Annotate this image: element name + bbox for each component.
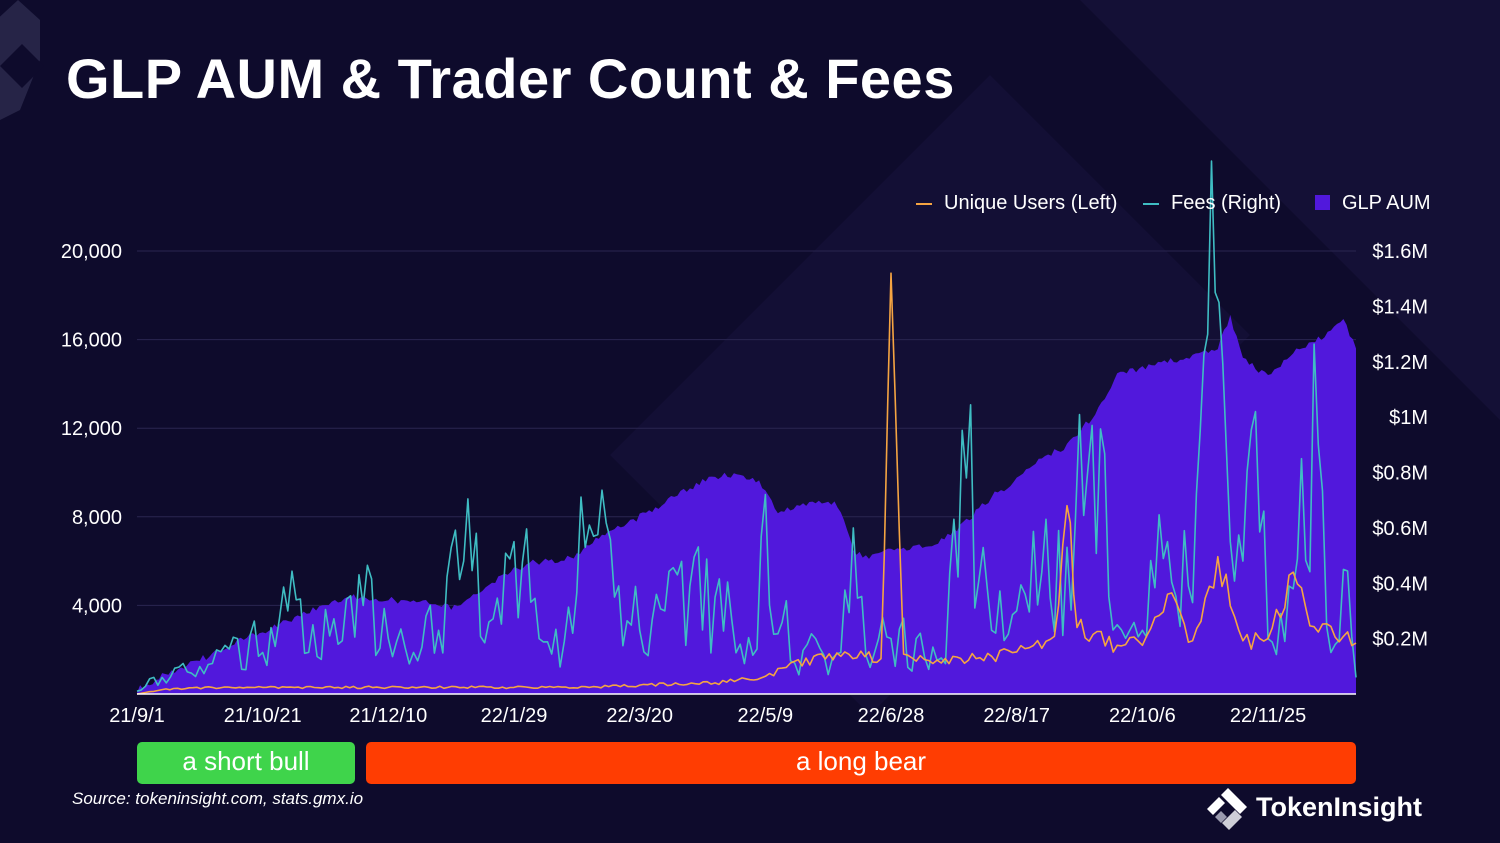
bull-period-band: a short bull (137, 742, 355, 784)
y-right-tick-label: $0.6M (1372, 518, 1428, 540)
y-right-tick-label: $1.6M (1372, 241, 1428, 263)
y-left-tick-label: 4,000 (72, 595, 122, 617)
y-right-tick-label: $1.4M (1372, 296, 1428, 318)
left-axis-ticks: 20,000 16,000 12,000 8,000 4,000 (61, 241, 122, 617)
y-right-tick-label: $1.2M (1372, 352, 1428, 374)
y-left-tick-label: 12,000 (61, 418, 122, 440)
x-tick-label: 22/1/29 (481, 705, 548, 727)
x-tick-label: 21/9/1 (109, 705, 165, 727)
x-tick-label: 22/10/6 (1109, 705, 1176, 727)
legend-item-aum: GLP AUM (1315, 192, 1431, 215)
legend-swatch-fees (1143, 202, 1159, 205)
source-note: Source: tokeninsight.com, stats.gmx.io (72, 789, 364, 808)
users-line (136, 272, 1357, 695)
tokeninsight-logo-icon (1207, 788, 1247, 830)
aum-area-layer (137, 314, 1356, 694)
y-left-tick-label: 16,000 (61, 330, 122, 352)
brand-name: TokenInsight (1256, 792, 1422, 822)
legend-label-users: Unique Users (Left) (944, 192, 1118, 214)
y-right-tick-label: $1M (1389, 407, 1428, 429)
chart-title: GLP AUM & Trader Count & Fees (66, 47, 955, 110)
users-line-layer (136, 272, 1357, 695)
legend: Unique Users (Left) Fees (Right) GLP AUM (0, 192, 1500, 222)
legend-label-aum: GLP AUM (1342, 192, 1431, 214)
y-right-tick-label: $0.2M (1372, 629, 1428, 651)
y-left-tick-label: 20,000 (61, 241, 122, 263)
y-right-tick-label: $0.4M (1372, 573, 1428, 595)
aum-area (137, 314, 1356, 694)
x-axis-ticks: 21/9/1 21/10/21 21/12/10 22/1/29 22/3/20 22/5… (109, 705, 1306, 727)
bear-period-band: a long bear (366, 742, 1356, 784)
x-tick-label: 21/12/10 (349, 705, 427, 727)
x-tick-label: 22/11/25 (1230, 705, 1306, 727)
x-tick-label: 22/6/28 (858, 705, 925, 727)
x-tick-label: 22/5/9 (738, 705, 794, 727)
legend-item-fees: Fees (Right) (1143, 192, 1281, 215)
legend-item-users: Unique Users (Left) (916, 192, 1117, 215)
fees-line (136, 160, 1357, 692)
y-right-tick-label: $0.8M (1372, 463, 1428, 485)
right-axis-ticks: $1.6M $1.4M $1.2M $1M $0.8M $0.6M $0.4M $0.2M (1372, 241, 1428, 651)
x-tick-label: 22/3/20 (606, 705, 673, 727)
y-left-tick-label: 8,000 (72, 507, 122, 529)
legend-swatch-users (916, 202, 932, 205)
legend-label-fees: Fees (Right) (1171, 192, 1282, 214)
x-tick-label: 21/10/21 (224, 705, 302, 727)
legend-swatch-aum (1315, 194, 1330, 210)
x-tick-label: 22/8/17 (983, 705, 1050, 727)
fees-line-layer (136, 160, 1357, 692)
